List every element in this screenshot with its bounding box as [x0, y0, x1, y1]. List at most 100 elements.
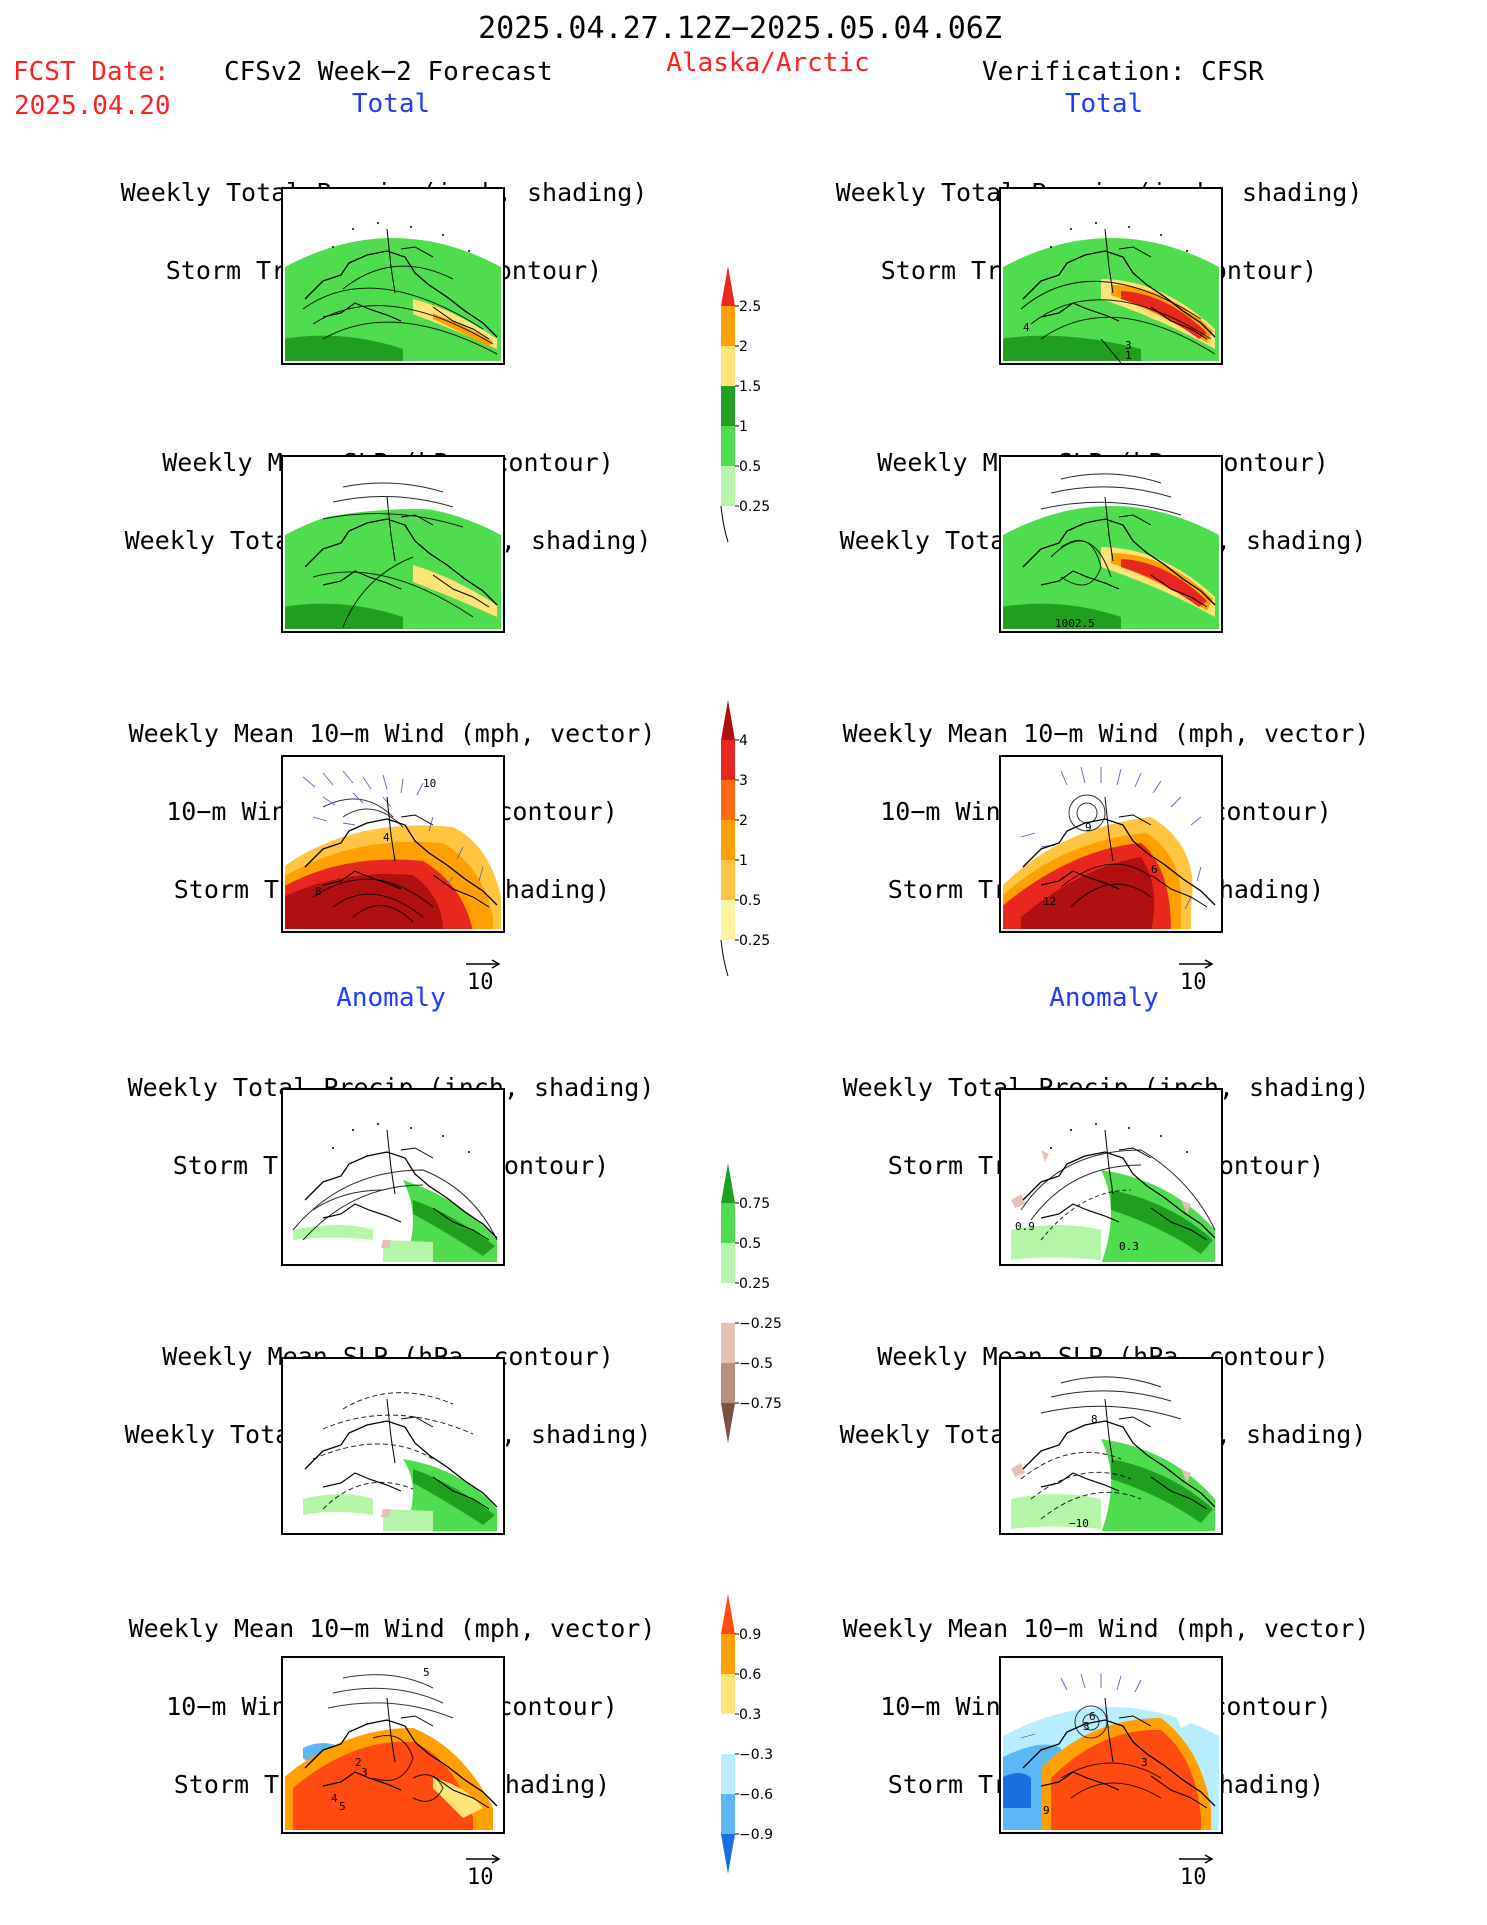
map-label: 4	[1023, 321, 1030, 334]
map-label: 0.3	[1119, 1240, 1139, 1253]
map-ver-total-slp: 1002.5	[999, 455, 1223, 633]
section-total-forecast: Total	[351, 89, 431, 119]
map-label: 2	[355, 1756, 362, 1769]
map-fcst-anom-precip	[281, 1088, 505, 1266]
section-total-verification: Total	[1064, 89, 1144, 119]
colorbar-label: 3	[739, 773, 748, 789]
title-line: Weekly Mean 10−m Wind (mph, vector)	[842, 1614, 1370, 1643]
colorbar-label: 0.5	[739, 893, 761, 909]
model-label: CFSv2 Week−2 Forecast	[224, 57, 553, 87]
map-fcst-total-precip	[281, 187, 505, 365]
colorbar-label: 0.5	[739, 459, 761, 475]
colorbar-swatch	[721, 1834, 735, 1874]
colorbar-swatch	[721, 266, 735, 306]
colorbar-label: −0.9	[739, 1827, 773, 1843]
verification-label: Verification: CFSR	[982, 57, 1264, 87]
colorbar-swatch	[721, 1794, 735, 1834]
colorbar-swatch	[721, 860, 735, 900]
arrow-right-icon	[466, 959, 501, 969]
map-label: 3	[1125, 339, 1132, 352]
region-label: Alaska/Arctic	[666, 48, 870, 78]
colorbar-storm-total: 4 3 2 1 0.5 0.25	[717, 700, 787, 990]
map-label: 0.9	[1015, 1220, 1035, 1233]
arrow-right-icon	[1179, 959, 1214, 969]
reference-vector-value: 10	[467, 970, 494, 995]
colorbar-swatch	[721, 386, 735, 426]
colorbar-swatch	[721, 306, 735, 346]
colorbar-label: 1	[739, 853, 748, 869]
title-line: Weekly Mean 10−m Wind (mph, vector)	[842, 719, 1370, 748]
fcst-date-label: FCST Date:	[13, 57, 170, 87]
map-label: 1002.5	[1055, 617, 1095, 630]
title-line: Weekly Mean 10−m Wind (mph, vector)	[128, 1614, 656, 1643]
map-label: 3	[361, 1766, 368, 1779]
colorbar-precip-anomaly: 0.75 0.5 0.25 −0.25 −0.5 −0.75	[717, 1163, 787, 1453]
colorbar-swatch	[721, 466, 735, 506]
map-label: 10	[423, 777, 436, 790]
colorbar-label: 0.25	[739, 499, 770, 515]
colorbar-swatch	[721, 1634, 735, 1674]
colorbar-swatch	[721, 1594, 735, 1634]
colorbar-swatch	[721, 1283, 735, 1323]
map-fcst-total-slp	[281, 455, 505, 633]
map-label: 4	[383, 831, 390, 844]
colorbar-swatch	[721, 1203, 735, 1243]
colorbar-label: 1	[739, 419, 748, 435]
map-ver-total-precip: 4 3 1	[999, 187, 1223, 365]
colorbar-label: 4	[739, 733, 748, 749]
reference-vector-value: 10	[1180, 970, 1207, 995]
colorbar-tail	[720, 939, 729, 977]
section-anomaly-verification: Anomaly	[1049, 983, 1159, 1013]
reference-vector-value: 10	[1180, 1865, 1207, 1890]
colorbar-swatch	[721, 426, 735, 466]
colorbar-label: −0.25	[739, 1316, 782, 1332]
colorbar-swatch	[721, 1243, 735, 1283]
arrow-right-icon	[1179, 1854, 1214, 1864]
map-fcst-total-wind: 10 4 8	[281, 755, 505, 933]
colorbar-swatch	[721, 1674, 735, 1714]
map-label: 5	[423, 1666, 430, 1679]
valid-period-title: 2025.04.27.12Z−2025.05.04.06Z	[478, 11, 1002, 46]
colorbar-swatch	[721, 1163, 735, 1203]
map-label: 9	[1085, 821, 1092, 834]
colorbar-label: 0.9	[739, 1627, 761, 1643]
section-anomaly-forecast: Anomaly	[336, 983, 446, 1013]
colorbar-label: −0.3	[739, 1747, 773, 1763]
colorbar-label: 0.3	[739, 1707, 761, 1723]
map-label: 1	[1125, 349, 1132, 362]
colorbar-label: 0.25	[739, 1276, 770, 1292]
map-label: 6	[1151, 863, 1158, 876]
reference-vector-value: 10	[467, 1865, 494, 1890]
map-ver-anom-precip: 0.9 0.3	[999, 1088, 1223, 1266]
colorbar-swatch	[721, 1714, 735, 1754]
colorbar-label: 0.6	[739, 1667, 761, 1683]
map-label: 12	[1043, 895, 1056, 908]
colorbar-swatch	[721, 700, 735, 740]
map-ver-anom-slp: 8 −10	[999, 1357, 1223, 1535]
reference-vector-ver-total: 10	[1178, 958, 1214, 995]
colorbar-swatch	[721, 346, 735, 386]
colorbar-storm-anomaly: 0.9 0.6 0.3 −0.3 −0.6 −0.9	[717, 1594, 787, 1884]
map-ver-total-wind: 9 6 12	[999, 755, 1223, 933]
colorbar-swatch	[721, 740, 735, 780]
reference-vector-ver-anom: 10	[1178, 1853, 1214, 1890]
colorbar-tail	[720, 505, 729, 543]
colorbar-precip-total: 2.5 2 1.5 1 0.5 0.25	[717, 266, 787, 556]
colorbar-swatch	[721, 1754, 735, 1794]
map-label: 8	[1091, 1413, 1098, 1426]
reference-vector-fcst-total: 10	[465, 958, 501, 995]
colorbar-swatch	[721, 1363, 735, 1403]
map-label: 4	[331, 1792, 338, 1805]
colorbar-swatch	[721, 900, 735, 940]
map-label: −10	[1069, 1517, 1089, 1530]
colorbar-label: 1.5	[739, 379, 761, 395]
colorbar-label: 2	[739, 339, 748, 355]
fcst-date-value: 2025.04.20	[14, 91, 171, 121]
title-line: Weekly Mean 10−m Wind (mph, vector)	[128, 719, 656, 748]
colorbar-label: −0.75	[739, 1396, 782, 1412]
colorbar-swatch	[721, 820, 735, 860]
map-fcst-anom-slp	[281, 1357, 505, 1535]
arrow-right-icon	[466, 1854, 501, 1864]
map-label: 9	[1043, 1804, 1050, 1817]
colorbar-label: −0.5	[739, 1356, 773, 1372]
